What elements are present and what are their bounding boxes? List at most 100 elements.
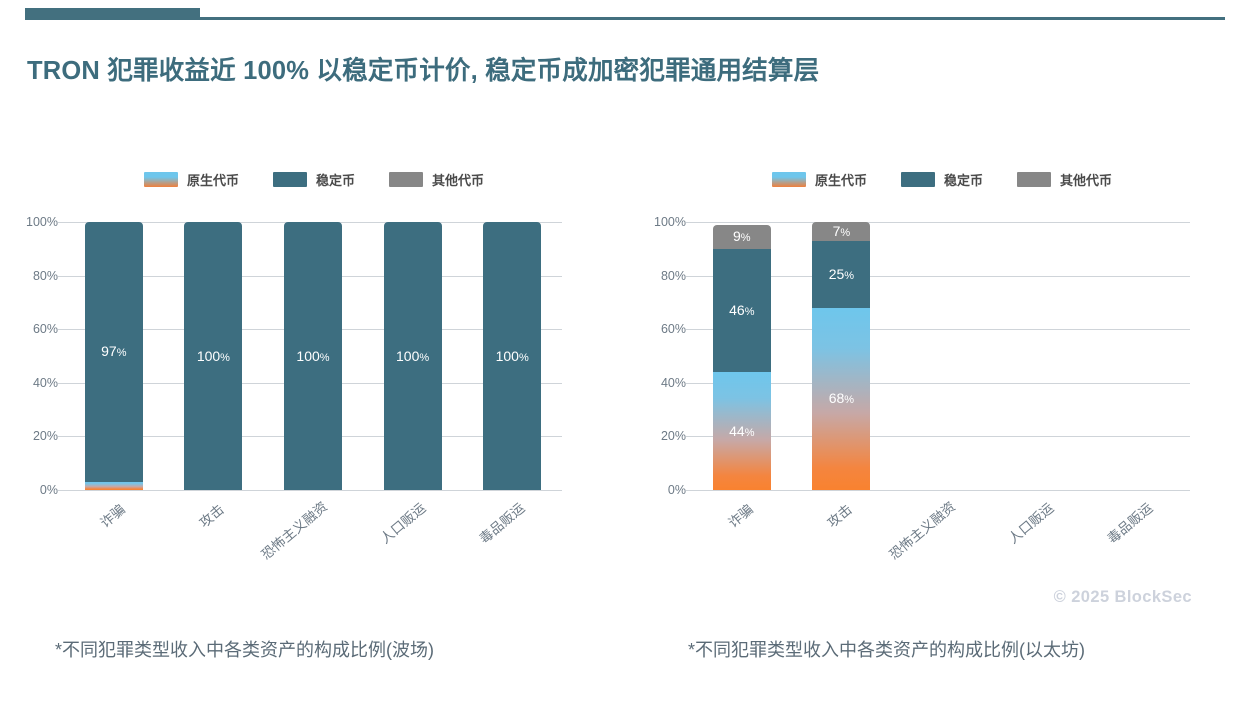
y-axis-tick-label: 60% xyxy=(32,322,58,337)
gridline xyxy=(686,275,1190,277)
legend-swatch-icon xyxy=(771,171,806,187)
legend-item-stablecoin[interactable]: 稳定币 xyxy=(900,170,983,189)
y-axis: 0% 20% 40% 60% 80% 100% xyxy=(636,215,686,497)
chart-caption-tron: *不同犯罪类型收入中各类资产的构成比例(波场) xyxy=(55,640,434,660)
bar-segment-stablecoin[interactable]: 25% xyxy=(812,240,871,308)
bar-segment-label: 100% xyxy=(396,347,430,364)
x-axis: 诈骗 攻击 恐怖主义融资 人口贩运 毒品贩运 xyxy=(64,490,562,580)
bar-segment-label: 100% xyxy=(495,347,529,364)
legend-item-native-token[interactable]: 原生代币 xyxy=(143,170,239,189)
chart-caption-ethereum: *不同犯罪类型收入中各类资产的构成比例(以太坊) xyxy=(688,640,1085,660)
bar-segment-label: 46% xyxy=(729,301,755,318)
y-axis: 0% 20% 40% 60% 80% 100% xyxy=(8,215,58,497)
legend-label: 原生代币 xyxy=(186,172,239,188)
stacked-bar[interactable]: 100% xyxy=(283,222,342,490)
legend-swatch-icon xyxy=(389,171,423,187)
x-axis-tick-label: 攻击 xyxy=(196,501,228,531)
x-axis-tick: 恐怖主义融资 xyxy=(886,490,991,580)
stacked-bar[interactable]: 97% xyxy=(84,222,143,490)
legend-item-other-token[interactable]: 其他代币 xyxy=(389,170,484,189)
bar-slot: 97% xyxy=(64,222,164,490)
bar-segment-label: 97% xyxy=(101,343,127,360)
gridline xyxy=(58,490,562,491)
gridlines xyxy=(686,222,1190,491)
bar-segment-native-token[interactable]: 68% xyxy=(812,307,871,490)
bar-segment-stablecoin[interactable]: 100% xyxy=(184,222,243,490)
bar-slot xyxy=(991,222,1091,490)
chart-legend: 原生代币 稳定币 其他代币 xyxy=(0,168,628,190)
x-axis: 诈骗 攻击 恐怖主义融资 人口贩运 毒品贩运 xyxy=(692,490,1190,580)
bar-group: 97% 100% 100% 100% 100% xyxy=(64,222,562,490)
bar-segment-label: 7% xyxy=(832,222,851,239)
legend-label: 稳定币 xyxy=(943,172,983,188)
x-axis-tick: 毒品贩运 xyxy=(462,490,562,580)
copyright-notice: © 2025 BlockSec xyxy=(1053,588,1192,606)
bar-slot xyxy=(891,222,991,490)
x-axis-tick: 攻击 xyxy=(164,490,264,580)
legend-swatch-icon xyxy=(143,171,178,187)
bar-segment-stablecoin[interactable]: 100% xyxy=(283,222,342,490)
legend-label: 原生代币 xyxy=(814,172,867,188)
x-axis-tick: 恐怖主义融资 xyxy=(258,490,363,580)
x-axis-tick: 诈骗 xyxy=(64,490,164,580)
bar-slot: 100% xyxy=(263,222,363,490)
bar-group: 9% 46% 44% 7% 25% 68% xyxy=(692,222,1190,490)
x-axis-tick: 攻击 xyxy=(792,490,892,580)
x-axis-tick-label: 毒品贩运 xyxy=(476,500,528,547)
stacked-bar[interactable]: 100% xyxy=(483,222,542,490)
x-axis-tick-label: 恐怖主义融资 xyxy=(258,498,331,563)
bar-segment-other-token[interactable]: 7% xyxy=(812,222,871,241)
bar-slot: 100% xyxy=(363,222,463,490)
bar-segment-native-token[interactable]: 44% xyxy=(712,372,771,490)
chart-panel-tron: 原生代币 稳定币 其他代币 0% 20% 40% 60% 80% 100% 97% 100% 100%… xyxy=(0,150,628,570)
plot-area: 0% 20% 40% 60% 80% 100% 97% 100% 100% 100% 100% 诈骗 攻… xyxy=(26,215,562,562)
stacked-bar[interactable]: 100% xyxy=(383,222,442,490)
bar-slot: 7% 25% 68% xyxy=(792,222,892,490)
bar-segment-label: 100% xyxy=(196,347,230,364)
bar-segment-stablecoin[interactable]: 100% xyxy=(483,222,542,490)
x-axis-tick-label: 人口贩运 xyxy=(1005,500,1057,547)
legend-item-native-token[interactable]: 原生代币 xyxy=(771,170,867,189)
gridline xyxy=(686,382,1190,384)
x-axis-tick-label: 毒品贩运 xyxy=(1104,500,1156,547)
header-accent-rule xyxy=(0,0,1256,26)
chart-panel-ethereum: 原生代币 稳定币 其他代币 0% 20% 40% 60% 80% 100% 9% 46% 44% 7% 2… xyxy=(628,150,1256,570)
legend-swatch-icon xyxy=(1017,171,1051,187)
legend-label: 其他代币 xyxy=(432,172,485,188)
plot-area: 0% 20% 40% 60% 80% 100% 9% 46% 44% 7% 25% 68% 诈骗 攻击 恐怖… xyxy=(654,215,1190,562)
gridline xyxy=(686,436,1190,438)
bar-slot: 9% 46% 44% xyxy=(692,222,792,490)
stacked-bar[interactable]: 9% 46% 44% xyxy=(712,224,771,490)
gridline xyxy=(686,490,1190,491)
x-axis-tick: 毒品贩运 xyxy=(1090,490,1190,580)
bar-segment-native-token[interactable] xyxy=(84,481,143,490)
bar-segment-label: 9% xyxy=(733,228,751,245)
stacked-bar[interactable]: 100% xyxy=(184,222,243,490)
bar-slot xyxy=(1090,222,1190,490)
bar-segment-stablecoin[interactable]: 97% xyxy=(84,222,143,482)
bar-segment-label: 44% xyxy=(729,422,755,439)
bar-slot: 100% xyxy=(164,222,264,490)
x-axis-tick-label: 诈骗 xyxy=(725,501,756,531)
accent-rule-thin xyxy=(25,17,1225,20)
bar-segment-label: 68% xyxy=(828,390,855,407)
x-axis-tick-label: 恐怖主义融资 xyxy=(886,498,959,563)
legend-item-other-token[interactable]: 其他代币 xyxy=(1017,170,1112,189)
legend-item-stablecoin[interactable]: 稳定币 xyxy=(272,170,355,189)
legend-label: 稳定币 xyxy=(315,172,355,188)
bar-segment-stablecoin[interactable]: 100% xyxy=(383,222,442,490)
y-axis-tick-label: 100% xyxy=(26,215,58,229)
y-axis-tick-label: 80% xyxy=(32,268,58,283)
bar-slot: 100% xyxy=(462,222,562,490)
charts-row: 原生代币 稳定币 其他代币 0% 20% 40% 60% 80% 100% 97% 100% 100%… xyxy=(0,150,1256,570)
y-axis-tick-label: 0% xyxy=(667,483,686,497)
x-axis-tick-label: 人口贩运 xyxy=(377,500,429,547)
y-axis-tick-label: 100% xyxy=(654,215,686,229)
stacked-bar[interactable]: 7% 25% 68% xyxy=(812,222,871,490)
legend-swatch-icon xyxy=(272,171,307,187)
bar-segment-other-token[interactable]: 9% xyxy=(712,224,771,249)
bar-segment-label: 100% xyxy=(296,347,330,364)
bar-segment-stablecoin[interactable]: 46% xyxy=(712,248,771,373)
bar-segment-label: 25% xyxy=(828,265,855,282)
y-axis-tick-label: 60% xyxy=(660,322,686,337)
